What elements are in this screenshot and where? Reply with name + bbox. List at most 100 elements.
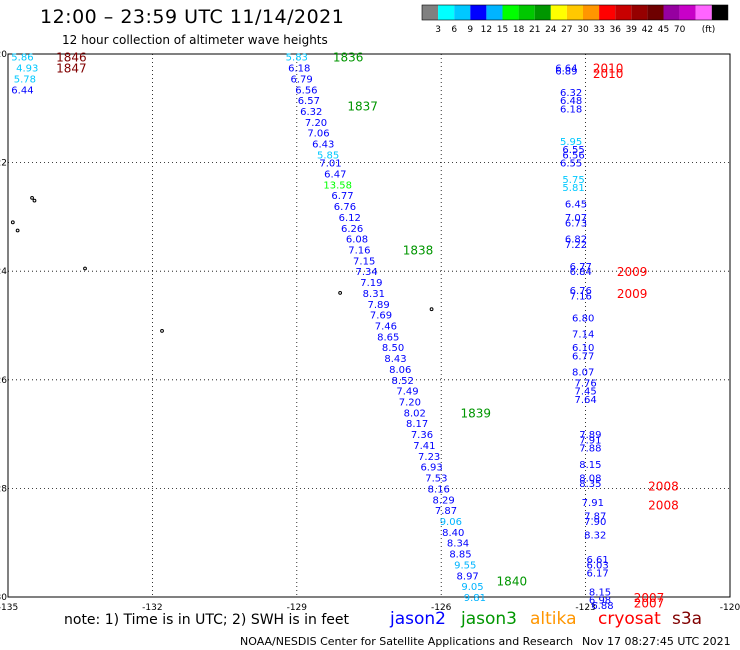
colorbar-swatch [438, 5, 455, 20]
jason3-point: 6.12 [339, 213, 361, 224]
cryosat-point: 6.55 [562, 145, 584, 156]
cryosat-time-label: 2010 [593, 67, 624, 81]
cryosat-time-label: 2008 [648, 499, 679, 513]
jason3-point: 7.20 [305, 118, 327, 129]
jason3-point: 7.19 [360, 278, 382, 289]
cryosat-point: 7.45 [574, 387, 596, 398]
jason3-point: 5.85 [317, 150, 339, 161]
cryosat-point: 6.17 [587, 569, 609, 580]
cryosat-point: 8.15 [589, 588, 611, 599]
cryosat-point: 6.61 [587, 555, 609, 566]
s3a-point: 5.78 [14, 74, 36, 85]
colorbar-label: 70 [674, 25, 686, 35]
jason3-point: 7.87 [435, 506, 457, 517]
jason3-point: 5.83 [286, 53, 308, 64]
jason3-point: 6.56 [295, 85, 317, 96]
colorbar-swatch [470, 5, 487, 20]
colorbar-swatch [615, 5, 632, 20]
jason3-point: 7.89 [367, 300, 389, 311]
y-tick-label: -30 [0, 593, 7, 603]
colorbar-label: 18 [513, 25, 525, 35]
page-subtitle: 12 hour collection of altimeter wave hei… [62, 33, 328, 47]
y-tick-label: -26 [0, 376, 7, 386]
jason3-point: 8.52 [392, 376, 414, 387]
colorbar-swatch [663, 5, 680, 20]
jason3-point: 7.53 [425, 474, 447, 485]
legend-cryosat: cryosat [598, 609, 661, 629]
jason3-point: 8.29 [432, 495, 454, 506]
y-tick-label: -20 [0, 50, 7, 60]
cryosat-point: 6.88 [591, 601, 613, 612]
cryosat-point: 6.03 [587, 560, 609, 571]
jason3-point: 6.26 [341, 224, 363, 235]
land-mark [32, 198, 37, 203]
colorbar-swatch [550, 5, 567, 20]
colorbar-swatch [583, 5, 600, 20]
jason3-point: 7.34 [355, 267, 377, 278]
jason3-point: 7.36 [411, 430, 433, 441]
jason3-point: 8.16 [428, 484, 450, 495]
jason3-point: 9.06 [440, 517, 462, 528]
colorbar-swatch [599, 5, 616, 20]
cryosat-point: 6.76 [570, 286, 592, 297]
jason3-point: 8.31 [363, 289, 385, 300]
footer-note: note: 1) Time is in UTC; 2) SWH is in fe… [64, 612, 350, 628]
cryosat-point: 8.08 [579, 474, 601, 485]
jason3-point: 7.06 [307, 129, 329, 140]
cryosat-point: 6.80 [572, 313, 594, 324]
colorbar-label: 9 [467, 25, 473, 35]
cryosat-time-label: 2008 [648, 480, 679, 494]
cryosat-point: 6.73 [565, 218, 587, 229]
colorbar-label: 15 [497, 25, 508, 35]
jason3-point: 7.16 [348, 245, 370, 256]
jason3-point: 6.08 [346, 235, 368, 246]
x-tick-label: -123 [575, 603, 595, 613]
jason3-point: 7.15 [353, 256, 375, 267]
jason3-time-label: 1839 [460, 406, 491, 420]
s3a-time-label: 1847 [56, 62, 87, 76]
cryosat-point: 8.32 [584, 531, 606, 542]
jason3-point: 8.17 [406, 419, 428, 430]
colorbar-label: 42 [642, 25, 653, 35]
jason3-point: 6.32 [300, 107, 322, 118]
colorbar-frame [421, 4, 729, 21]
jason3-point: 6.43 [312, 140, 334, 151]
x-tick-label: -126 [431, 603, 452, 613]
x-tick-label: -135 [0, 603, 18, 613]
jason3-time-label: 1837 [347, 100, 378, 114]
cryosat-point: 6.10 [572, 343, 594, 354]
page-title: 12:00 – 23:59 UTC 11/14/2021 [40, 6, 345, 28]
cryosat-time-label: 2009 [617, 265, 648, 279]
jason3-point: 7.41 [413, 441, 435, 452]
jason3-point: 7.01 [319, 159, 341, 170]
cryosat-point: 5.75 [562, 175, 584, 186]
colorbar-unit: (ft) [702, 25, 716, 35]
cryosat-point: 6.98 [589, 596, 611, 607]
s3a-time-label: 1846 [56, 51, 87, 65]
colorbar-swatch [422, 5, 439, 20]
jason3-point: 8.65 [377, 332, 399, 343]
plot-frame [7, 53, 731, 598]
jason3-point: 6.47 [324, 169, 346, 180]
cryosat-point: 6.56 [562, 150, 584, 161]
colorbar-swatch [502, 5, 519, 20]
jason3-point: 8.06 [389, 365, 411, 376]
cryosat-point: 6.45 [565, 199, 587, 210]
cryosat-point: 7.76 [574, 379, 596, 390]
s3a-point: 4.93 [16, 64, 38, 75]
y-tick-label: -22 [0, 159, 7, 169]
jason3-point: 6.76 [334, 202, 356, 213]
land-mark [160, 329, 164, 333]
jason3-point: 13.58 [323, 180, 352, 191]
jason3-point: 9.55 [454, 560, 476, 571]
colorbar-swatch [679, 5, 696, 20]
cryosat-point: 6.89 [555, 66, 577, 77]
jason3-point: 6.77 [331, 191, 353, 202]
jason3-point: 8.43 [384, 354, 406, 365]
colorbar-swatch [534, 5, 551, 20]
jason3-point: 7.49 [396, 387, 418, 398]
cryosat-point: 7.16 [570, 292, 592, 303]
legend-altika: altika [530, 609, 577, 629]
colorbar-label: 33 [593, 25, 604, 35]
land-mark [429, 307, 434, 312]
